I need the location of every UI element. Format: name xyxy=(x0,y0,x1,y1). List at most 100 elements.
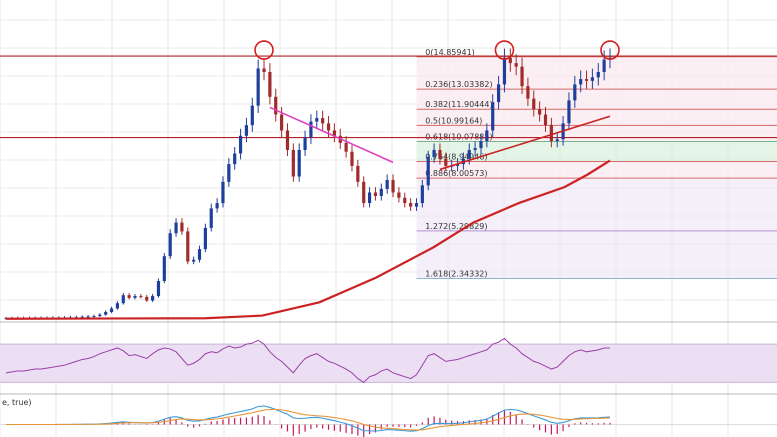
horizontal-levels xyxy=(0,55,777,139)
fibonacci-levels: 0(14.85941) 0.236(13.03382) 0.382(11.90444… xyxy=(416,48,777,280)
candle-body xyxy=(233,153,237,165)
candle-body xyxy=(326,123,331,131)
candle-body xyxy=(156,281,161,297)
fib-level-label: 0.764(8.94946) xyxy=(425,152,487,161)
fib-level-label: 0.5(10.99164) xyxy=(425,116,482,125)
candle-body xyxy=(309,121,313,138)
candle-body xyxy=(332,130,336,136)
candle-body xyxy=(321,118,325,124)
fib-level-label: 1.618(2.34332) xyxy=(425,270,487,279)
candle-body xyxy=(92,316,96,318)
candle-body xyxy=(262,68,266,72)
candle-body xyxy=(538,109,542,115)
candle-body xyxy=(203,227,207,250)
candle-body xyxy=(121,295,125,304)
candle-body xyxy=(485,130,489,142)
candle-body xyxy=(285,130,290,150)
macd-label: e, true) xyxy=(2,398,32,407)
candle-body xyxy=(139,296,143,298)
candle-body xyxy=(543,114,548,126)
rsi-panel xyxy=(0,337,777,384)
candle-body xyxy=(549,125,553,142)
candle-body xyxy=(584,79,589,81)
candle-body xyxy=(344,142,348,152)
candle-body xyxy=(197,249,202,260)
candle-body xyxy=(80,316,84,318)
candle-body xyxy=(502,57,507,85)
candle-body xyxy=(186,231,190,262)
candle-body xyxy=(397,192,401,198)
fib-level-label: 0.618(10.07885) xyxy=(425,132,492,141)
candle-body xyxy=(227,164,231,182)
candle-body xyxy=(438,149,442,159)
fib-zone xyxy=(416,141,777,162)
macd-signal-line xyxy=(6,408,611,431)
macd-line xyxy=(6,405,611,432)
candle-body xyxy=(350,151,354,166)
candle-body xyxy=(115,303,120,309)
candle-body xyxy=(496,84,501,103)
candle-body xyxy=(180,222,184,232)
candle-body xyxy=(221,181,225,204)
candle-body xyxy=(280,114,284,131)
candle-body xyxy=(508,57,512,64)
candle-body xyxy=(168,233,172,257)
moving-average xyxy=(5,159,611,320)
candle-body xyxy=(567,100,571,124)
candle-body xyxy=(514,63,518,67)
candle-body xyxy=(403,197,407,204)
candle-body xyxy=(356,165,360,182)
candle-body xyxy=(215,203,219,209)
peak-circle xyxy=(600,40,620,60)
candle-body xyxy=(256,68,260,106)
candle-body xyxy=(362,181,366,204)
candle-body xyxy=(426,157,430,186)
price-candles xyxy=(4,48,612,320)
fib-level-label: 0.382(11.90444) xyxy=(425,100,492,109)
candle-body xyxy=(297,149,301,177)
fib-level-label: 1.272(5.29829) xyxy=(425,222,487,231)
candle-body xyxy=(491,102,495,131)
candle-body xyxy=(455,164,460,166)
moving-average-line xyxy=(5,159,611,320)
candle-body xyxy=(109,308,114,313)
fib-zone xyxy=(416,178,777,279)
macd-panel: e, true) xyxy=(0,398,777,437)
fib-level-label: 0.236(13.03382) xyxy=(425,80,492,89)
candle-body xyxy=(473,148,477,150)
rsi-line xyxy=(5,337,610,384)
candle-body xyxy=(98,314,102,317)
candle-body xyxy=(385,180,389,189)
candle-body xyxy=(209,208,213,228)
fibonacci-zones xyxy=(416,56,777,279)
highlight-circles xyxy=(254,40,620,60)
candle-body xyxy=(303,137,307,150)
candle-body xyxy=(192,259,196,262)
candle-body xyxy=(250,105,254,126)
candle-body xyxy=(596,72,600,78)
candle-body xyxy=(315,118,319,122)
peak-circle xyxy=(254,40,274,60)
candle-body xyxy=(432,149,436,158)
fib-level-label: 0.886(8.00573) xyxy=(425,169,487,178)
candle-body xyxy=(268,72,272,97)
fib-zone xyxy=(416,56,777,142)
candle-body xyxy=(244,125,249,136)
candle-body xyxy=(145,296,149,301)
candle-body xyxy=(479,141,483,149)
rsi-band xyxy=(0,344,777,383)
candle-body xyxy=(379,188,383,196)
peak-circle xyxy=(494,40,515,60)
candle-body xyxy=(274,96,278,115)
candle-body xyxy=(127,295,131,298)
candle-body xyxy=(104,312,108,315)
candle-body xyxy=(467,149,471,159)
candle-body xyxy=(86,316,90,318)
candle-body xyxy=(162,256,166,282)
candle-body xyxy=(414,203,419,207)
candle-body xyxy=(367,192,372,204)
candle-body xyxy=(532,98,536,110)
candle-body xyxy=(174,222,178,234)
fib-level-label: 0(14.85941) xyxy=(425,48,475,57)
